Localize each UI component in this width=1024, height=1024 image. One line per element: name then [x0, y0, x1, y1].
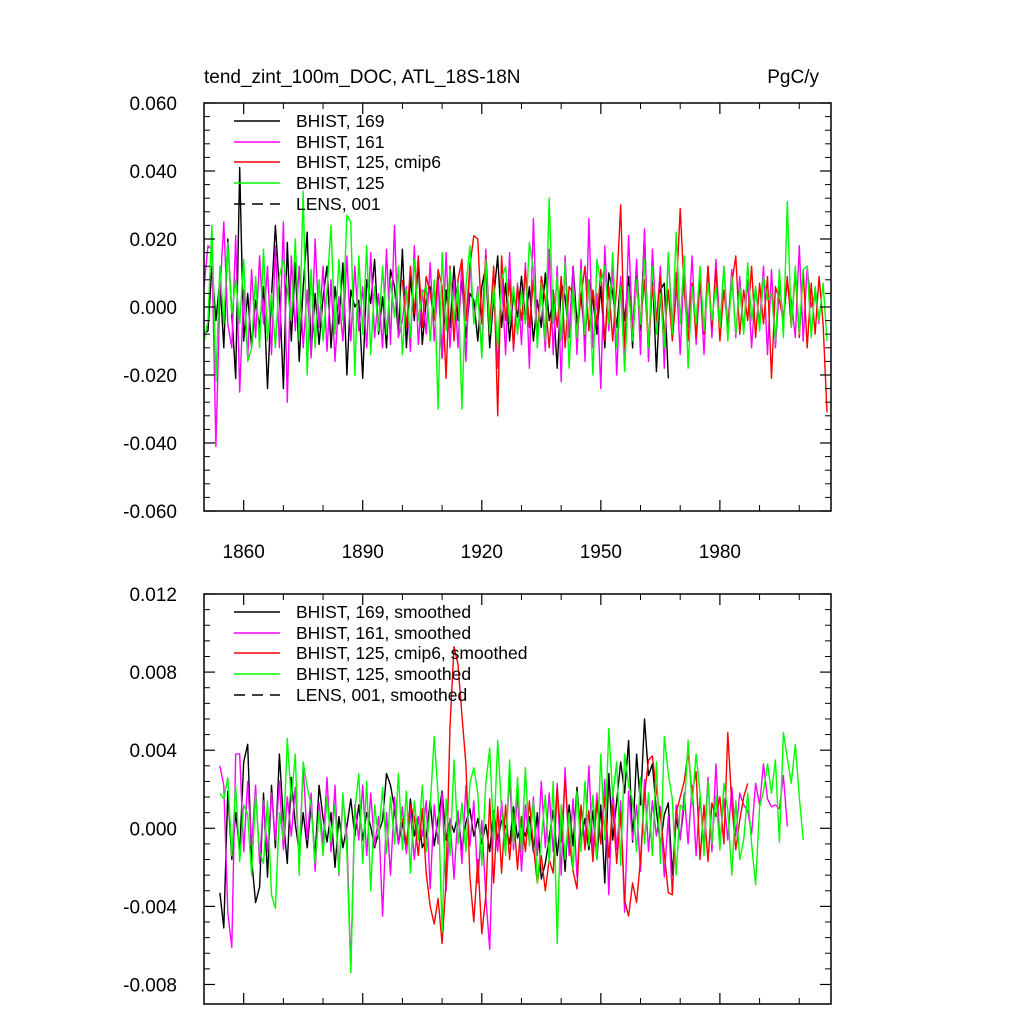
bottom-panel: -0.008 -0.004 0.000 0.004 0.008 0.012 BHIST, … — [123, 585, 832, 1005]
y-tick-label: -0.008 — [123, 975, 177, 996]
legend-item: BHIST, 161, smoothed — [234, 623, 471, 643]
x-tick-label: 1950 — [580, 542, 622, 563]
x-tick-label: 1890 — [342, 542, 384, 563]
legend-label-bhist-161-smoothed: BHIST, 161, smoothed — [296, 623, 471, 643]
y-tick-label: -0.060 — [123, 502, 177, 523]
bottom-panel-frame — [203, 593, 832, 1005]
legend-label-lens-001-smoothed: LENS, 001, smoothed — [296, 685, 467, 705]
series-line-bhist-125-smoothed — [219, 728, 804, 974]
legend-label-bhist-125-smoothed: BHIST, 125, smoothed — [296, 664, 471, 684]
x-tick-label: 1920 — [461, 542, 503, 563]
legend-item: BHIST, 169, smoothed — [234, 602, 471, 622]
y-tick-label: -0.020 — [123, 366, 177, 387]
legend-label-bhist-169: BHIST, 169 — [296, 111, 385, 131]
y-tick-label: 0.060 — [129, 94, 177, 115]
y-tick-label: 0.012 — [129, 585, 177, 606]
y-tick-label: 0.008 — [129, 663, 177, 684]
top-panel-ticks: -0.060 -0.040 -0.020 0.000 0.020 0.040 0.060 18… — [123, 94, 831, 563]
legend-label-bhist-169-smoothed: BHIST, 169, smoothed — [296, 602, 471, 622]
legend-item: BHIST, 125, smoothed — [234, 664, 471, 684]
legend-item: LENS, 001, smoothed — [234, 685, 467, 705]
series-line-bhist-125 — [203, 190, 828, 410]
y-tick-label: 0.000 — [129, 298, 177, 319]
chart-title: tend_zint_100m_DOC, ATL_18S-18N — [204, 67, 521, 88]
legend-item: BHIST, 125, cmip6, smoothed — [234, 643, 528, 663]
legend-label-lens-001: LENS, 001 — [296, 194, 381, 214]
top-panel-legend: BHIST, 169 BHIST, 161 BHIST, 125, cmip6 … — [234, 111, 441, 214]
legend-item: BHIST, 125 — [234, 173, 385, 193]
x-tick-label: 1860 — [223, 542, 265, 563]
top-panel: -0.060 -0.040 -0.020 0.000 0.020 0.040 0.060 18… — [123, 94, 832, 563]
bottom-panel-legend: BHIST, 169, smoothed BHIST, 161, smoothe… — [234, 602, 528, 705]
y-tick-label: -0.004 — [123, 897, 177, 918]
legend-item: BHIST, 125, cmip6 — [234, 152, 441, 172]
top-panel-series-layer — [203, 166, 828, 448]
y-tick-label: 0.004 — [129, 741, 177, 762]
legend-label-bhist-125-cmip6: BHIST, 125, cmip6 — [296, 152, 441, 172]
units-label: PgC/y — [767, 67, 819, 88]
legend-label-bhist-125-cmip6-smoothed: BHIST, 125, cmip6, smoothed — [296, 643, 528, 663]
x-tick-label: 1980 — [699, 542, 741, 563]
y-tick-label: 0.020 — [129, 230, 177, 251]
legend-item: BHIST, 161 — [234, 132, 385, 152]
bottom-panel-ticks: -0.008 -0.004 0.000 0.004 0.008 0.012 — [123, 585, 831, 1004]
legend-label-bhist-161: BHIST, 161 — [296, 132, 385, 152]
y-tick-label: -0.040 — [123, 434, 177, 455]
y-tick-label: 0.000 — [129, 819, 177, 840]
y-tick-label: 0.040 — [129, 162, 177, 183]
legend-item: BHIST, 169 — [234, 111, 385, 131]
bottom-panel-series-layer — [219, 646, 804, 974]
legend-item: LENS, 001 — [234, 194, 381, 214]
legend-label-bhist-125: BHIST, 125 — [296, 173, 385, 193]
